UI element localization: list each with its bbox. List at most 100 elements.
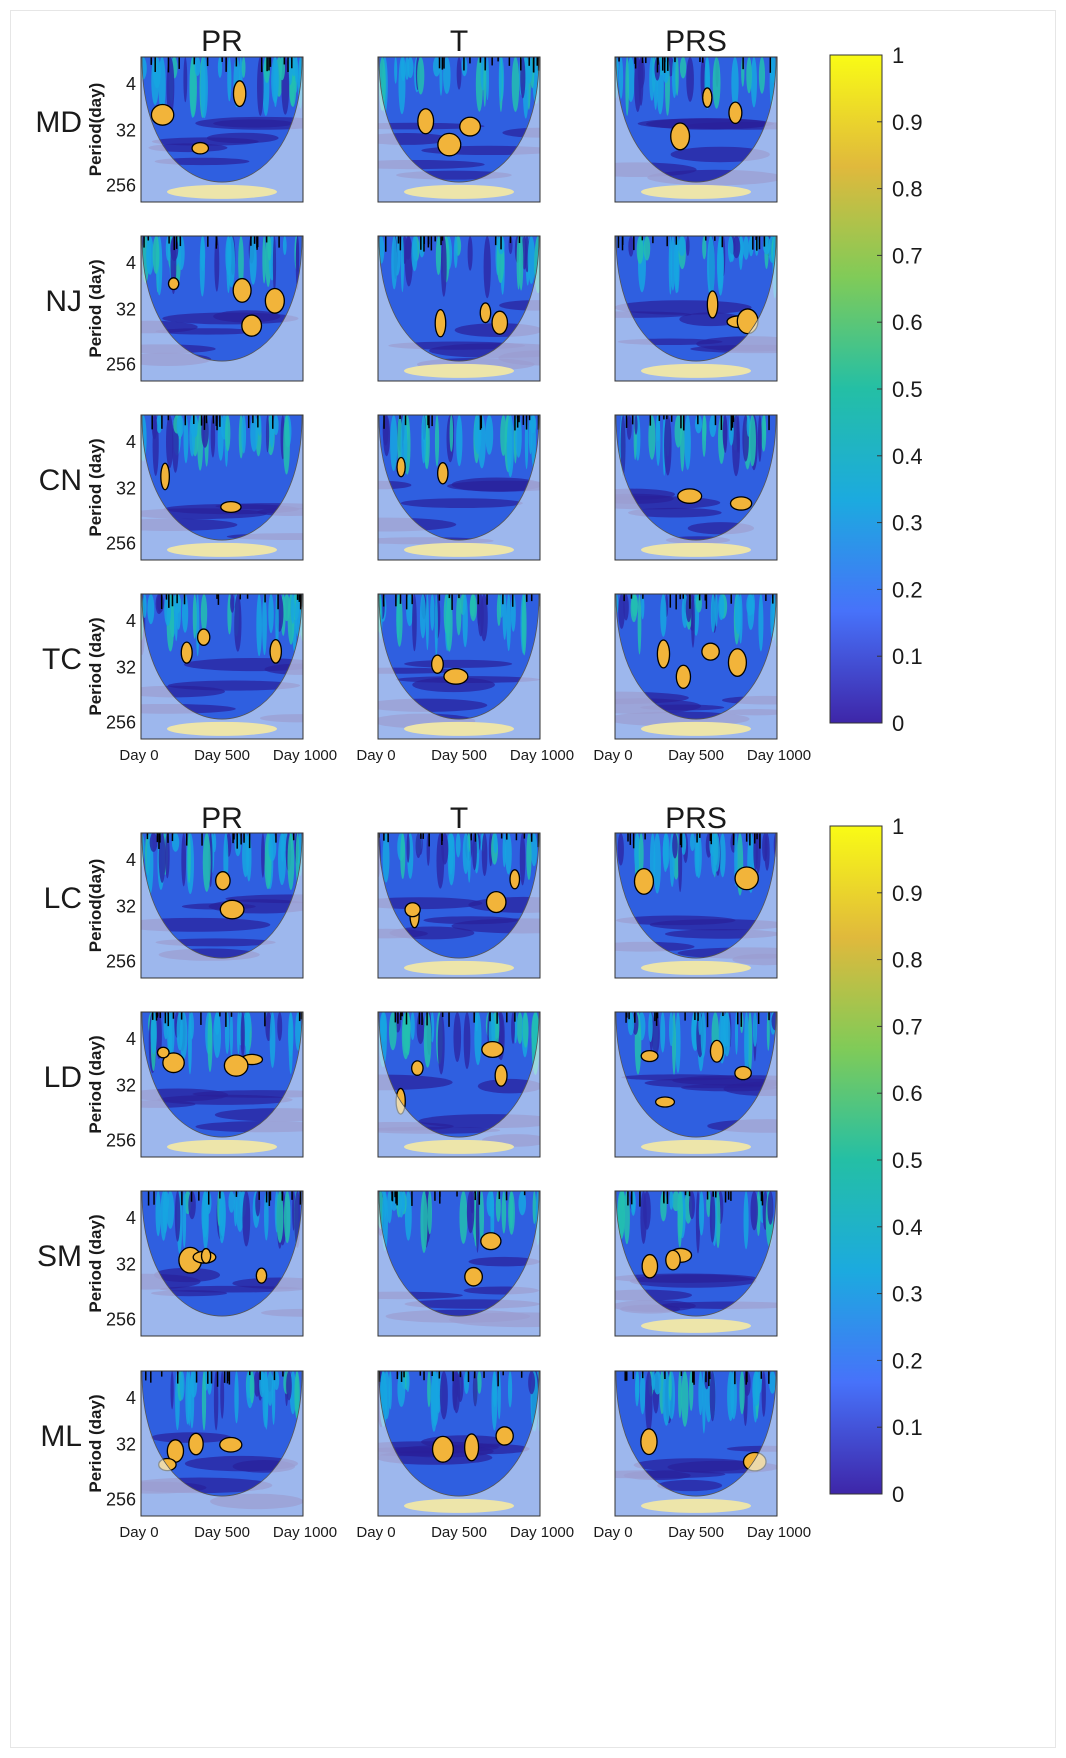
coherence-streak (423, 1012, 432, 1068)
significance-mark (745, 833, 748, 842)
colorbar-tick-label: 0.1 (892, 1415, 923, 1440)
coherence-streak (736, 415, 740, 453)
significance-mark (185, 833, 188, 846)
high-coherence-region (734, 866, 759, 891)
significance-mark (210, 1371, 213, 1384)
coherence-streak (288, 1012, 293, 1074)
coherence-streak (707, 236, 715, 298)
figure-frame (10, 10, 1056, 1748)
significance-mark (500, 833, 503, 839)
coherence-streak (152, 57, 161, 89)
coherence-streak (162, 1191, 168, 1234)
significance-mark (699, 833, 701, 838)
coherence-streak (653, 833, 662, 894)
coherence-streak (174, 1191, 181, 1242)
coherence-streak (485, 57, 489, 101)
coherence-streak (702, 236, 707, 260)
coherence-streak (170, 1371, 174, 1410)
significance-mark (296, 594, 299, 600)
significance-mark (203, 415, 206, 430)
significance-mark (683, 415, 685, 431)
plot-border (614, 1370, 778, 1517)
high-coherence-region (411, 1060, 424, 1076)
high-coherence-region (728, 101, 743, 125)
coherence-streak (214, 1012, 220, 1036)
significance-mark (669, 594, 672, 608)
plot-border (377, 414, 541, 561)
significance-mark (658, 415, 661, 421)
coherence-streak (391, 236, 398, 290)
significance-mark (760, 1371, 763, 1379)
colorbar-tick-label: 0.3 (892, 511, 923, 536)
high-coherence-region (459, 116, 482, 137)
coherence-streak (283, 415, 290, 475)
significance-mark (397, 236, 400, 244)
coherence-streak (762, 833, 768, 862)
significance-mark (684, 1012, 686, 1021)
significance-mark (260, 57, 263, 73)
column-title-t: T (450, 25, 468, 58)
low-coherence-band (378, 1074, 453, 1091)
coherence-streak (528, 1371, 536, 1395)
coherence-streak (187, 833, 191, 884)
y-tick-label: 32 (116, 479, 136, 499)
significance-mark (150, 57, 152, 65)
coherence-streak (294, 1371, 300, 1418)
x-tick-label: Day 500 (668, 747, 724, 764)
significance-mark (250, 236, 252, 246)
x-tick-label: Day 1000 (747, 1524, 811, 1541)
coherence-streak (430, 1371, 438, 1432)
significance-mark (172, 1012, 175, 1019)
coherence-streak (200, 57, 208, 119)
coherence-streak (688, 1191, 695, 1220)
coherence-streak (411, 236, 418, 272)
significance-mark (395, 1191, 397, 1204)
significance-mark (405, 1012, 408, 1025)
coherence-streak (200, 594, 208, 633)
coherence-streak (185, 1371, 190, 1425)
coherence-streak (437, 1012, 445, 1075)
coherence-streak (202, 1191, 209, 1250)
significance-mark (441, 1012, 444, 1018)
coherence-streak (527, 236, 536, 285)
coherence-streak (648, 1012, 653, 1043)
significance-mark (411, 594, 413, 605)
coherence-streak (400, 236, 405, 293)
significance-mark (159, 833, 161, 843)
coherence-streak (723, 415, 728, 454)
high-coherence-region (675, 664, 692, 689)
y-tick-label: 32 (116, 1255, 136, 1275)
significance-mark (768, 415, 770, 431)
plot-border (140, 414, 304, 561)
plot-border (377, 56, 541, 203)
coherence-streak (194, 57, 201, 76)
column-title-prs: PRS (665, 802, 727, 835)
coherence-streak (695, 833, 702, 879)
coherence-streak (698, 1191, 705, 1236)
row-label-md: MD (35, 106, 82, 139)
row-label-tc: TC (42, 643, 82, 676)
significance-mark (656, 57, 659, 73)
colorbar-tick-label: 0.3 (892, 1282, 923, 1307)
cone-of-influence (615, 415, 777, 560)
low-coherence-band (213, 119, 295, 128)
significance-mark (228, 1371, 230, 1382)
coi-boundary (615, 1191, 777, 1317)
significance-mark (247, 415, 250, 429)
low-coherence-band (157, 1094, 293, 1105)
coherence-streak (496, 594, 501, 627)
coherence-streak (242, 1191, 251, 1247)
significance-mark (387, 833, 389, 843)
significance-mark (634, 57, 637, 69)
significance-mark (694, 1012, 696, 1021)
significance-mark (667, 57, 669, 71)
coherence-streak (189, 415, 196, 457)
coherence-streak (434, 594, 438, 657)
plot-border (614, 414, 778, 561)
significance-mark (221, 57, 223, 62)
plot-border (614, 1190, 778, 1337)
low-coherence-band (154, 157, 250, 166)
significance-mark (193, 57, 196, 65)
coherence-streak (714, 594, 718, 627)
low-coherence-band (404, 659, 513, 668)
